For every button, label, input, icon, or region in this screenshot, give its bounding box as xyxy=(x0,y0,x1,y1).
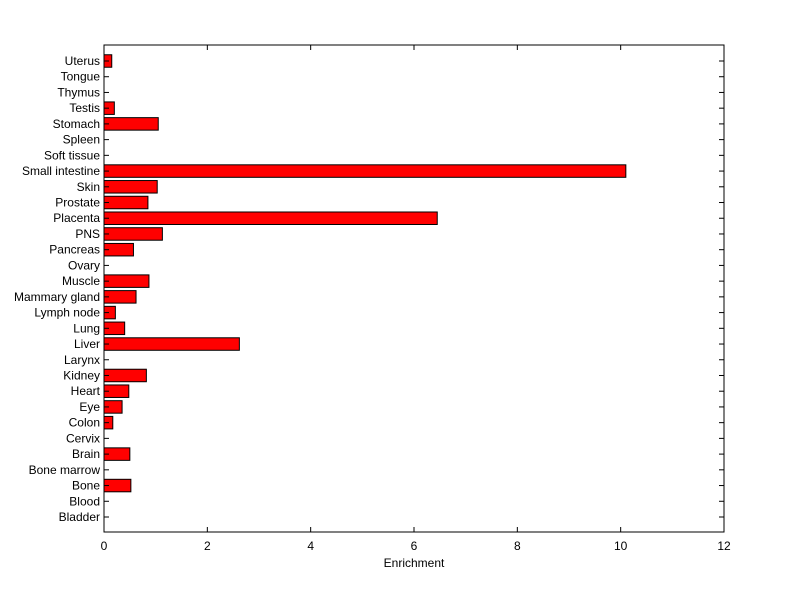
plot-area xyxy=(104,45,724,532)
y-tick-label: PNS xyxy=(75,227,100,241)
x-tick-label: 0 xyxy=(101,539,108,553)
y-tick-label: Uterus xyxy=(65,54,100,68)
y-tick-label: Kidney xyxy=(63,368,100,382)
bar xyxy=(103,164,627,178)
x-tick-label: 2 xyxy=(204,539,211,553)
x-tick-label: 8 xyxy=(514,539,521,553)
y-tick-label: Larynx xyxy=(64,353,100,367)
x-tick-label: 4 xyxy=(307,539,314,553)
y-tick-label: Colon xyxy=(69,416,100,430)
y-tick-label: Lymph node xyxy=(34,306,100,320)
y-tick-label: Heart xyxy=(71,384,101,398)
y-tick-label: Small intestine xyxy=(22,164,100,178)
y-tick-label: Pancreas xyxy=(49,243,100,257)
bar xyxy=(103,274,150,288)
y-tick-label: Testis xyxy=(69,101,100,115)
y-tick-label: Skin xyxy=(77,180,100,194)
y-tick-label: Ovary xyxy=(68,258,100,272)
y-tick-label: Liver xyxy=(74,337,100,351)
bar xyxy=(103,195,149,210)
bars-group xyxy=(103,54,627,493)
y-tick-label: Stomach xyxy=(53,117,100,131)
y-tick-label: Muscle xyxy=(62,274,100,288)
bar xyxy=(103,368,147,383)
bar xyxy=(103,227,163,241)
y-tick-label: Brain xyxy=(72,447,100,461)
y-tick-label: Cervix xyxy=(66,431,100,445)
x-tick-label: 6 xyxy=(411,539,418,553)
bar xyxy=(103,211,438,225)
y-tick-label: Thymus xyxy=(57,85,100,99)
y-tick-label: Blood xyxy=(69,494,100,508)
bar xyxy=(103,337,240,351)
x-tick-label: 10 xyxy=(614,539,628,553)
bar xyxy=(103,180,158,194)
y-tick-label: Bone xyxy=(72,479,100,493)
y-tick-label: Soft tissue xyxy=(44,148,100,162)
y-tick-label: Lung xyxy=(73,321,100,335)
y-tick-label: Mammary gland xyxy=(14,290,100,304)
y-tick-label: Prostate xyxy=(55,196,100,210)
bar xyxy=(103,117,159,131)
y-tick-label: Eye xyxy=(79,400,100,414)
y-tick-label: Tongue xyxy=(61,70,101,84)
y-tick-label: Bladder xyxy=(59,510,100,524)
y-tick-label: Spleen xyxy=(63,133,100,147)
x-axis: 0 2 4 6 8 10 12 xyxy=(101,45,731,553)
y-tick-label: Placenta xyxy=(53,211,100,225)
x-tick-label: 12 xyxy=(717,539,731,553)
y-tick-label: Bone marrow xyxy=(29,463,101,477)
x-axis-title: Enrichment xyxy=(384,556,445,570)
